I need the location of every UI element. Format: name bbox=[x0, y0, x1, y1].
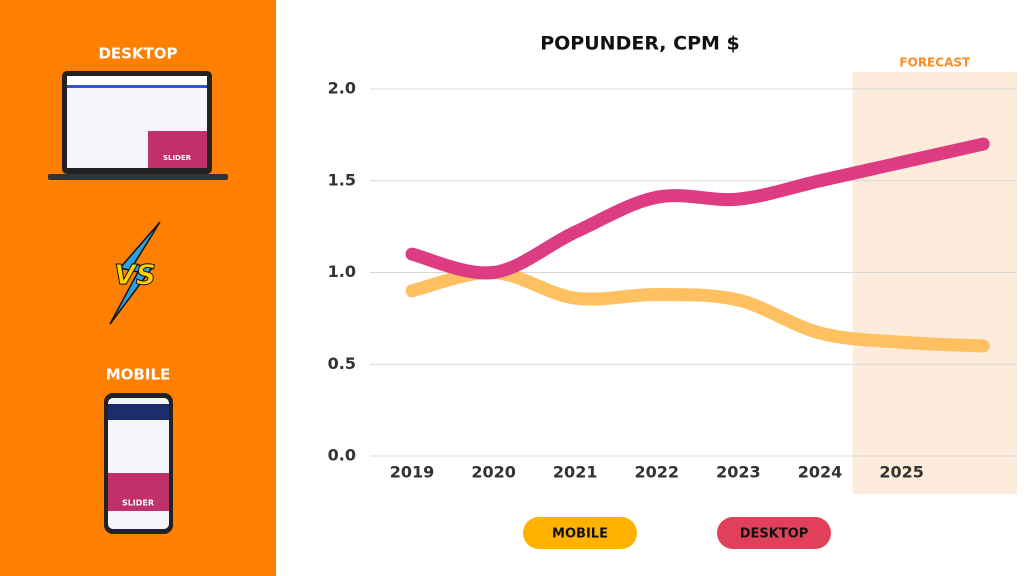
legend-swatch bbox=[523, 517, 637, 549]
x-tick-label: 2023 bbox=[716, 463, 761, 482]
vs-text: VS bbox=[114, 258, 156, 291]
y-tick-label: 1.5 bbox=[328, 170, 356, 189]
forecast-band bbox=[852, 72, 1017, 494]
line bbox=[405, 137, 990, 280]
x-tick-label: 2025 bbox=[879, 463, 924, 482]
forecast-label: FORECAST bbox=[899, 56, 971, 70]
y-tick-label: 2.0 bbox=[328, 79, 356, 98]
y-tick-label: 0.0 bbox=[328, 446, 356, 465]
x-tick-label: 2020 bbox=[471, 463, 516, 482]
chart-title: POPUNDER, CPM $ bbox=[540, 33, 740, 55]
laptop-mockup: SLIDER bbox=[48, 71, 228, 180]
legend-swatch bbox=[717, 517, 831, 549]
x-tick-label: 2024 bbox=[798, 463, 843, 482]
slider-text: SLIDER bbox=[163, 154, 192, 162]
y-tick-label: 0.5 bbox=[328, 354, 356, 373]
legend-label: MOBILE bbox=[552, 527, 608, 542]
y-tick-label: 1.0 bbox=[328, 262, 356, 281]
slider-text: SLIDER bbox=[122, 499, 154, 508]
desktop-label: DESKTOP bbox=[98, 45, 177, 63]
legend-label: DESKTOP bbox=[740, 527, 809, 542]
x-tick-label: 2022 bbox=[635, 463, 680, 482]
x-tick-label: 2019 bbox=[390, 463, 435, 482]
mobile-label: MOBILE bbox=[106, 366, 171, 384]
versus-icon: VS bbox=[109, 221, 161, 325]
phone-mockup: SLIDER bbox=[104, 393, 173, 534]
x-tick-label: 2021 bbox=[553, 463, 598, 482]
